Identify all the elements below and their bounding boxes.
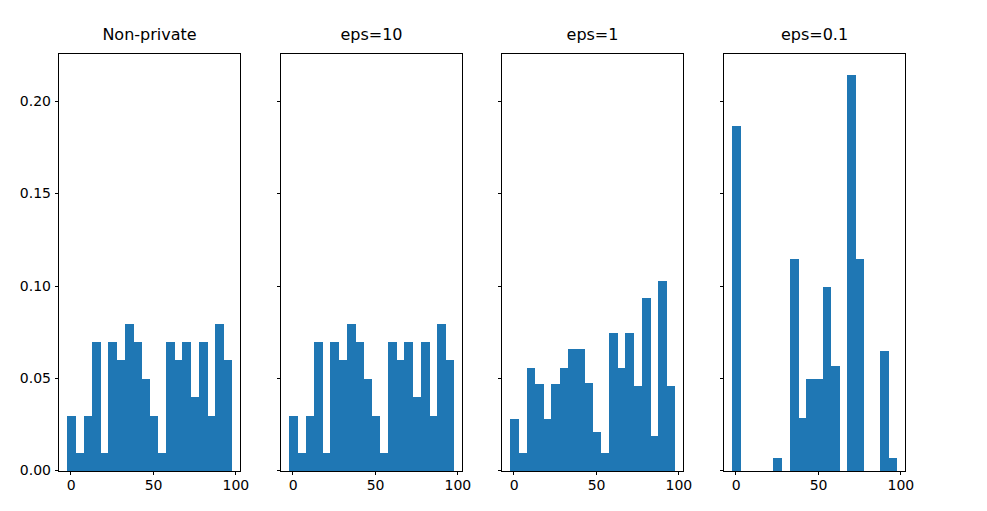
histogram-bar <box>889 458 898 471</box>
histogram-bar <box>831 366 840 471</box>
x-axis-tick <box>153 471 154 475</box>
histogram-bar <box>446 360 455 471</box>
x-axis-tick-label: 100 <box>879 477 923 493</box>
subplot-non-private: Non-private 0501000.000.050.100.150.20 <box>58 53 241 472</box>
plot-area: 050100 <box>501 53 684 472</box>
x-axis-tick <box>513 471 514 475</box>
x-axis-tick <box>735 471 736 475</box>
plot-area: 050100 <box>723 53 906 472</box>
histogram-bar <box>732 126 741 471</box>
y-axis-tick-label: 0.15 <box>7 185 51 201</box>
subplot-eps-0-1: eps=0.1 050100 <box>723 53 906 472</box>
x-axis-tick <box>70 471 71 475</box>
y-axis-tick <box>498 193 502 194</box>
x-axis-tick-label: 0 <box>49 477 93 493</box>
x-axis-tick-label: 50 <box>132 477 176 493</box>
x-axis-tick <box>678 471 679 475</box>
y-axis-tick-label: 0.00 <box>7 462 51 478</box>
y-axis-tick <box>498 378 502 379</box>
subplot-eps-1: eps=1 050100 <box>501 53 684 472</box>
y-axis-tick <box>277 101 281 102</box>
y-axis-tick <box>720 101 724 102</box>
y-axis-tick <box>720 378 724 379</box>
subplot-title: eps=1 <box>491 25 694 45</box>
y-axis-tick-label: 0.10 <box>7 278 51 294</box>
x-axis-tick-label: 50 <box>575 477 619 493</box>
x-axis-tick <box>375 471 376 475</box>
y-axis-tick <box>277 193 281 194</box>
x-axis-tick-label: 50 <box>797 477 841 493</box>
x-axis-tick-label: 100 <box>436 477 480 493</box>
subplot-title: eps=0.1 <box>713 25 916 45</box>
y-axis-tick <box>498 101 502 102</box>
y-axis-tick <box>498 470 502 471</box>
x-axis-tick-label: 100 <box>214 477 258 493</box>
x-axis-tick-label: 0 <box>271 477 315 493</box>
histogram-bar <box>856 259 865 471</box>
y-axis-tick <box>277 378 281 379</box>
y-axis-tick <box>720 286 724 287</box>
y-axis-tick-label: 0.20 <box>7 93 51 109</box>
y-axis-tick <box>498 286 502 287</box>
plot-area: 050100 <box>280 53 463 472</box>
histogram-bar <box>880 351 889 471</box>
plot-area: 0501000.000.050.100.150.20 <box>58 53 241 472</box>
y-axis-tick <box>55 101 59 102</box>
subplot-eps-10: eps=10 050100 <box>280 53 463 472</box>
x-axis-tick <box>818 471 819 475</box>
x-axis-tick-label: 50 <box>354 477 398 493</box>
y-axis-tick <box>720 193 724 194</box>
y-axis-tick <box>55 378 59 379</box>
y-axis-tick <box>720 470 724 471</box>
x-axis-tick <box>457 471 458 475</box>
subplot-title: Non-private <box>48 25 251 45</box>
y-axis-tick <box>55 193 59 194</box>
y-axis-tick <box>277 286 281 287</box>
x-axis-tick <box>292 471 293 475</box>
figure: Non-private 0501000.000.050.100.150.20 e… <box>0 0 987 511</box>
y-axis-tick-label: 0.05 <box>7 370 51 386</box>
x-axis-tick <box>235 471 236 475</box>
histogram-bar <box>773 458 782 471</box>
x-axis-tick-label: 100 <box>657 477 701 493</box>
x-axis-tick <box>596 471 597 475</box>
histogram-bar <box>667 386 676 471</box>
y-axis-tick <box>55 286 59 287</box>
x-axis-tick-label: 0 <box>714 477 758 493</box>
histogram-bar <box>224 360 233 471</box>
y-axis-tick <box>55 470 59 471</box>
x-axis-tick-label: 0 <box>492 477 536 493</box>
y-axis-tick <box>277 470 281 471</box>
x-axis-tick <box>900 471 901 475</box>
subplot-title: eps=10 <box>270 25 473 45</box>
